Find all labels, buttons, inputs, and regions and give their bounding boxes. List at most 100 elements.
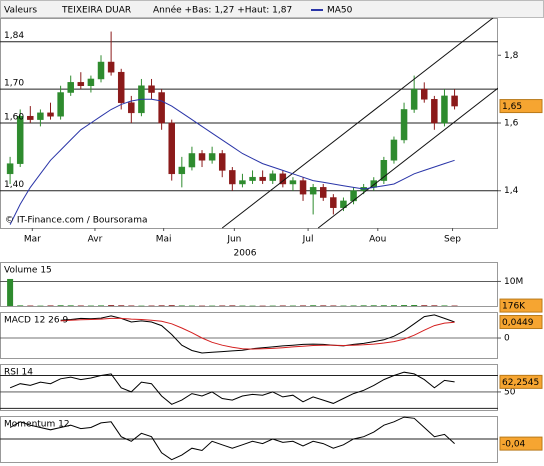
- volume-bar: [219, 305, 226, 307]
- volume-panel: [0, 262, 498, 307]
- volume-bar: [199, 305, 206, 307]
- candle-body: [319, 187, 327, 198]
- volume-bar: [108, 305, 115, 306]
- volume-bar: [441, 305, 448, 306]
- volume-bar: [138, 305, 145, 307]
- y-tick-label: 50: [504, 387, 516, 397]
- volume-bar: [411, 305, 418, 306]
- volume-bar: [360, 305, 367, 306]
- plot-area: [0, 18, 498, 229]
- candle-body: [128, 102, 135, 114]
- volume-bar: [279, 305, 286, 307]
- volume-bar: [310, 305, 317, 306]
- volume-bar: [98, 305, 105, 306]
- plot-area: [0, 371, 498, 409]
- volume-bar: [421, 305, 428, 306]
- volume-bar: [178, 305, 185, 306]
- last-value-label: 0,0449: [502, 318, 534, 328]
- trend-line: [317, 87, 498, 229]
- candle-body: [421, 88, 428, 100]
- volume-bar: [380, 305, 387, 306]
- candle-body: [168, 122, 175, 175]
- volume-bar: [7, 278, 14, 306]
- volume-bar: [330, 305, 337, 307]
- x-tick-label: Mar: [24, 235, 41, 245]
- candle-body: [410, 88, 418, 110]
- series-line: [9, 98, 455, 225]
- volume-bar: [128, 305, 135, 307]
- y-tick-label: 1,6: [504, 119, 519, 129]
- volume-bar: [37, 305, 44, 307]
- last-value-label: 62,2545: [502, 378, 539, 388]
- volume-bar: [148, 305, 155, 307]
- candle-body: [27, 115, 34, 120]
- candle-body: [77, 82, 85, 86]
- candle-body: [289, 180, 297, 185]
- last-value-badge: [499, 298, 543, 313]
- last-value-badge: [499, 315, 543, 330]
- candle-body: [117, 71, 125, 103]
- legend-label: MA50: [327, 6, 353, 16]
- volume-bar: [17, 305, 24, 306]
- candle-body: [198, 153, 206, 161]
- panel-title: Volume 15: [4, 266, 52, 276]
- candle-body: [218, 153, 226, 171]
- candle-body: [400, 109, 408, 141]
- candle-body: [380, 160, 388, 181]
- panel-title: RSI 14: [4, 368, 33, 378]
- x-tick-label: Avr: [88, 235, 103, 245]
- volume-bar: [77, 305, 84, 307]
- last-value-badge: [499, 436, 543, 451]
- plot-area: [0, 278, 498, 307]
- volume-bar: [209, 305, 216, 307]
- x-tick-label: Sep: [444, 235, 461, 245]
- y-tick-label: 0: [504, 334, 510, 344]
- volume-bar: [370, 305, 377, 306]
- candle-body: [188, 153, 196, 168]
- candle-body: [158, 92, 165, 124]
- x-tick-label: Aou: [369, 235, 386, 245]
- volume-bar: [47, 305, 54, 306]
- candle-body: [340, 200, 347, 208]
- volume-bar: [289, 305, 296, 307]
- candle-body: [249, 176, 256, 181]
- y-tick-label: 1,8: [504, 51, 519, 61]
- x-tick-label: Jun: [226, 235, 241, 245]
- series-line: [9, 416, 455, 461]
- series-line: [60, 314, 455, 354]
- y-tick-label: 1,4: [504, 186, 519, 196]
- last-value-badge: [499, 374, 543, 389]
- volume-bar: [118, 305, 125, 306]
- level-label: 1,70: [4, 79, 24, 89]
- candle-body: [229, 170, 236, 185]
- volume-bar: [320, 305, 327, 306]
- candle-body: [87, 78, 95, 86]
- volume-bar: [401, 305, 408, 306]
- last-value-badge: [499, 99, 543, 114]
- volume-bar: [269, 305, 276, 307]
- volume-bar: [340, 305, 347, 307]
- level-label: 1,40: [4, 180, 24, 190]
- candle-body: [330, 197, 337, 208]
- panel-title: Momentum 12: [4, 420, 70, 430]
- volume-bar: [57, 305, 64, 306]
- volume-bar: [239, 305, 246, 307]
- candle-body: [309, 187, 317, 195]
- volume-bar: [259, 305, 266, 307]
- volume-bar: [188, 305, 195, 307]
- candle-body: [6, 163, 14, 175]
- volume-bar: [87, 305, 94, 307]
- candle-body: [208, 153, 216, 161]
- volume-bar: [300, 305, 307, 306]
- candle-body: [299, 180, 307, 195]
- last-value-label: 176K: [502, 302, 526, 312]
- volume-bar: [451, 305, 458, 307]
- candle-body: [390, 139, 398, 161]
- volume-bar: [168, 305, 175, 306]
- volume-bar: [158, 305, 165, 306]
- volume-bar: [229, 305, 236, 306]
- candle-body: [57, 92, 64, 117]
- x-tick-label: Mai: [156, 235, 172, 245]
- candle-body: [239, 180, 246, 185]
